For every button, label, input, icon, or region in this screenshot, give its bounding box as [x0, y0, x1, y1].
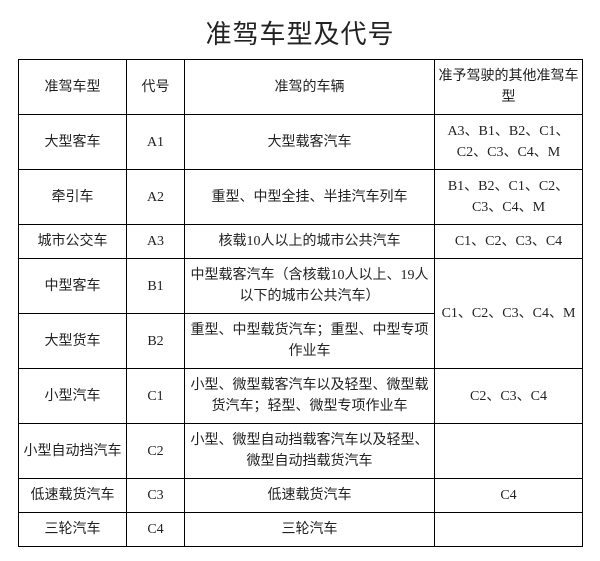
cell-vehicles: 大型载客汽车	[185, 115, 435, 170]
cell-type: 大型客车	[19, 115, 127, 170]
col-allowed: 准予驾驶的其他准驾车型	[435, 60, 583, 115]
table-row: 中型客车 B1 中型载客汽车（含核载10人以上、19人以下的城市公共汽车） C1…	[19, 259, 583, 314]
cell-type: 小型自动挡汽车	[19, 424, 127, 479]
cell-type: 三轮汽车	[19, 513, 127, 547]
cell-allowed: C4	[435, 479, 583, 513]
cell-allowed	[435, 424, 583, 479]
cell-vehicles: 小型、微型自动挡载客汽车以及轻型、微型自动挡载货汽车	[185, 424, 435, 479]
cell-vehicles: 低速载货汽车	[185, 479, 435, 513]
cell-code: C2	[127, 424, 185, 479]
table-row: 大型客车 A1 大型载客汽车 A3、B1、B2、C1、C2、C3、C4、M	[19, 115, 583, 170]
col-type: 准驾车型	[19, 60, 127, 115]
cell-code: A2	[127, 170, 185, 225]
cell-vehicles: 重型、中型全挂、半挂汽车列车	[185, 170, 435, 225]
cell-code: C3	[127, 479, 185, 513]
table-header-row: 准驾车型 代号 准驾的车辆 准予驾驶的其他准驾车型	[19, 60, 583, 115]
col-vehicles: 准驾的车辆	[185, 60, 435, 115]
cell-code: A1	[127, 115, 185, 170]
cell-type: 中型客车	[19, 259, 127, 314]
col-code: 代号	[127, 60, 185, 115]
cell-vehicles: 中型载客汽车（含核载10人以上、19人以下的城市公共汽车）	[185, 259, 435, 314]
cell-vehicles: 小型、微型载客汽车以及轻型、微型载货汽车；轻型、微型专项作业车	[185, 369, 435, 424]
page-title: 准驾车型及代号	[18, 14, 582, 51]
cell-type: 城市公交车	[19, 225, 127, 259]
cell-vehicles: 三轮汽车	[185, 513, 435, 547]
cell-allowed: C2、C3、C4	[435, 369, 583, 424]
cell-code: C4	[127, 513, 185, 547]
cell-code: B1	[127, 259, 185, 314]
cell-allowed: A3、B1、B2、C1、C2、C3、C4、M	[435, 115, 583, 170]
table-row: 小型自动挡汽车 C2 小型、微型自动挡载客汽车以及轻型、微型自动挡载货汽车	[19, 424, 583, 479]
cell-code: A3	[127, 225, 185, 259]
table-row: 牵引车 A2 重型、中型全挂、半挂汽车列车 B1、B2、C1、C2、C3、C4、…	[19, 170, 583, 225]
cell-allowed: B1、B2、C1、C2、C3、C4、M	[435, 170, 583, 225]
cell-vehicles: 重型、中型载货汽车；重型、中型专项作业车	[185, 314, 435, 369]
cell-allowed-merged: C1、C2、C3、C4、M	[435, 259, 583, 369]
cell-code: B2	[127, 314, 185, 369]
table-row: 城市公交车 A3 核载10人以上的城市公共汽车 C1、C2、C3、C4	[19, 225, 583, 259]
license-table: 准驾车型 代号 准驾的车辆 准予驾驶的其他准驾车型 大型客车 A1 大型载客汽车…	[18, 59, 583, 547]
cell-allowed	[435, 513, 583, 547]
cell-type: 大型货车	[19, 314, 127, 369]
cell-allowed: C1、C2、C3、C4	[435, 225, 583, 259]
table-row: 三轮汽车 C4 三轮汽车	[19, 513, 583, 547]
cell-vehicles: 核载10人以上的城市公共汽车	[185, 225, 435, 259]
table-row: 低速载货汽车 C3 低速载货汽车 C4	[19, 479, 583, 513]
cell-type: 低速载货汽车	[19, 479, 127, 513]
cell-type: 牵引车	[19, 170, 127, 225]
table-row: 小型汽车 C1 小型、微型载客汽车以及轻型、微型载货汽车；轻型、微型专项作业车 …	[19, 369, 583, 424]
cell-type: 小型汽车	[19, 369, 127, 424]
cell-code: C1	[127, 369, 185, 424]
